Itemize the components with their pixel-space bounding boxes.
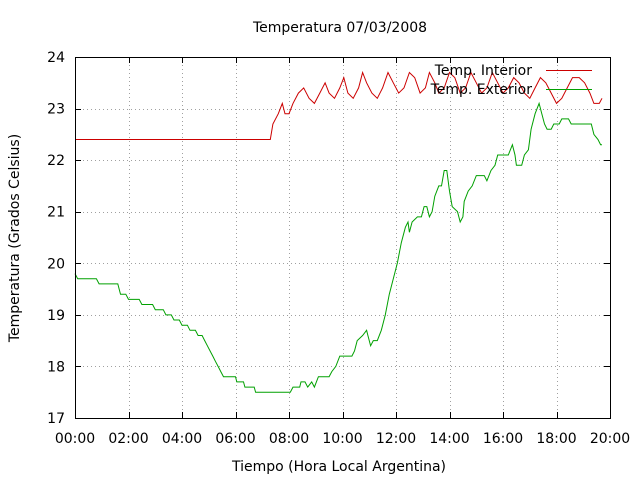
y-tick-label: 21 <box>47 205 65 221</box>
series-layer <box>74 70 603 393</box>
y-tick-label: 18 <box>47 359 65 375</box>
x-tick-label: 04:00 <box>162 431 202 447</box>
x-tick-label: 10:00 <box>322 431 362 447</box>
x-axis-ticks: 00:00 02:00 04:00 06:00 08:00 10:00 12:00 14:00… <box>55 57 630 447</box>
legend-label: Temp. Interior <box>434 63 533 79</box>
y-axis-ticks: 17 18 19 20 21 22 23 24 <box>47 50 610 427</box>
y-tick-label: 22 <box>47 153 65 169</box>
legend: Temp. Interior Temp. Exterior <box>430 63 592 98</box>
y-tick-label: 23 <box>47 102 65 118</box>
x-tick-label: 16:00 <box>483 431 523 447</box>
chart-title: Temperatura 07/03/2008 <box>252 20 427 36</box>
y-tick-label: 20 <box>47 256 65 272</box>
y-tick-label: 17 <box>47 411 65 427</box>
x-tick-label: 08:00 <box>269 431 309 447</box>
grid-layer <box>75 57 610 418</box>
y-axis-label: Temperatura (Grados Celsius) <box>7 134 23 343</box>
plot-frame <box>75 57 611 419</box>
series-line-temp-interior <box>75 70 603 140</box>
legend-label: Temp. Exterior <box>430 82 533 98</box>
x-tick-label: 20:00 <box>590 431 630 447</box>
x-tick-label: 02:00 <box>108 431 148 447</box>
y-tick-label: 24 <box>47 50 65 66</box>
x-tick-label: 12:00 <box>376 431 416 447</box>
x-tick-label: 00:00 <box>55 431 95 447</box>
x-tick-label: 18:00 <box>536 431 576 447</box>
x-axis-label: Tiempo (Hora Local Argentina) <box>231 459 446 475</box>
y-tick-label: 19 <box>47 308 65 324</box>
x-tick-label: 06:00 <box>215 431 255 447</box>
x-tick-label: 14:00 <box>429 431 469 447</box>
series-line-temp-exterior <box>74 101 602 393</box>
